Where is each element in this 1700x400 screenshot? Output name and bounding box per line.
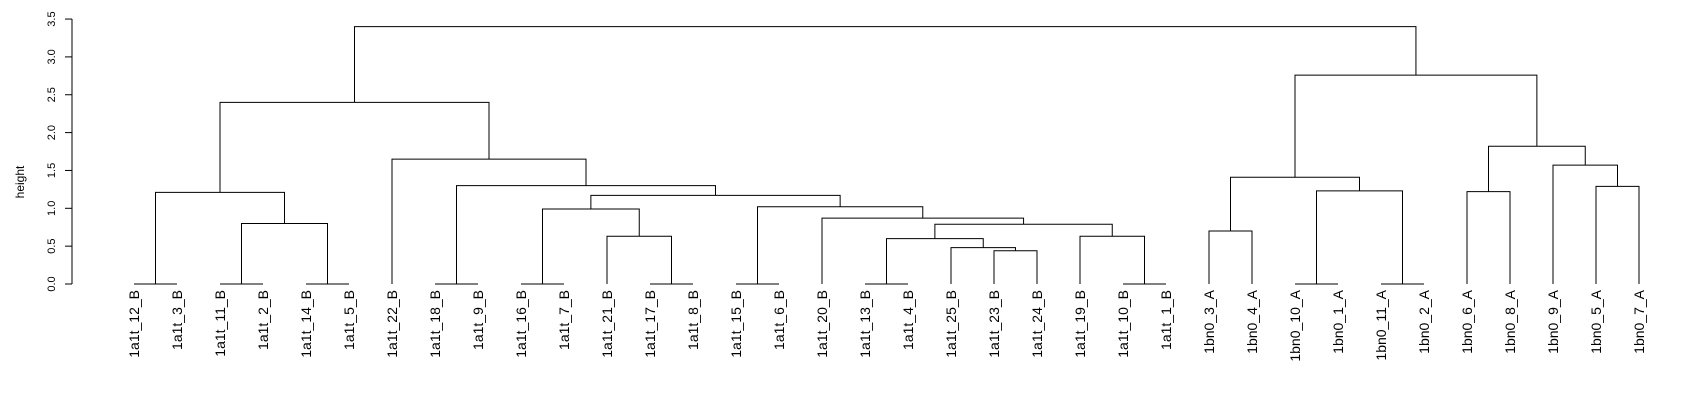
dendrogram-branch	[1595, 185, 1640, 284]
leaf-label: 1a1t_20_B	[814, 290, 830, 358]
dendrogram-branch	[1079, 235, 1145, 284]
leaf-label: 1a1t_1_B	[1158, 290, 1174, 350]
leaf-label: 1a1t_24_B	[1029, 290, 1045, 358]
leaf-label: 1a1t_18_B	[427, 290, 443, 358]
y-tick-label: 0.5	[46, 239, 58, 254]
leaf-label: 1a1t_7_B	[556, 290, 572, 350]
leaf-label: 1a1t_14_B	[298, 290, 314, 358]
dendrogram-branches	[134, 26, 1640, 285]
leaf-label: 1bn0_7_A	[1631, 289, 1647, 354]
y-tick-label: 3.5	[46, 11, 58, 26]
leaf-label: 1a1t_8_B	[685, 290, 701, 350]
y-tick-label: 1.0	[46, 201, 58, 216]
leaf-label: 1a1t_4_B	[900, 290, 916, 350]
y-tick-label: 2.5	[46, 87, 58, 102]
dendrogram-branch	[886, 238, 984, 284]
leaf-label: 1a1t_5_B	[341, 290, 357, 350]
leaf-label: 1bn0_5_A	[1588, 289, 1604, 354]
y-axis-label: height	[13, 165, 27, 198]
leaf-label: 1a1t_13_B	[857, 290, 873, 358]
leaf-label: 1bn0_11_A	[1373, 289, 1389, 360]
dendrogram-branch	[1552, 164, 1618, 284]
dendrogram-branch	[456, 185, 717, 284]
dendrogram-branch	[241, 222, 328, 284]
leaf-label: 1bn0_4_A	[1244, 289, 1260, 354]
dendrogram-branch	[1230, 176, 1360, 232]
y-tick-label: 2.0	[46, 125, 58, 140]
leaf-label: 1a1t_10_B	[1115, 290, 1131, 358]
y-tick-label: 3.0	[46, 49, 58, 64]
dendrogram-branch	[1294, 74, 1538, 178]
y-tick-label: 0.0	[46, 276, 58, 291]
dendrogram-branch	[354, 26, 1417, 103]
leaf-labels: 1a1t_12_B 1a1t_3_B 1a1t_11_B 1a1t_2_B 1a1t_1…	[126, 289, 1647, 361]
leaf-label: 1a1t_22_B	[384, 290, 400, 358]
y-axis: 0.0 0.5 1.0 1.5 2.0 2.5 3.0 3.5	[46, 11, 73, 292]
leaf-label: 1a1t_23_B	[986, 290, 1002, 358]
leaf-label: 1a1t_12_B	[126, 290, 142, 358]
dendrogram-branch	[993, 250, 1038, 284]
leaf-label: 1a1t_16_B	[513, 290, 529, 358]
leaf-label: 1bn0_9_A	[1545, 289, 1561, 354]
dendrogram-branch	[1208, 230, 1253, 284]
leaf-label: 1bn0_3_A	[1201, 289, 1217, 354]
leaf-label: 1a1t_6_B	[771, 290, 787, 350]
leaf-label: 1a1t_17_B	[642, 290, 658, 358]
leaf-label: 1a1t_11_B	[212, 290, 228, 357]
leaf-label: 1a1t_15_B	[728, 290, 744, 358]
dendrogram-branch	[155, 191, 285, 284]
dendrogram-branch	[1488, 145, 1586, 192]
dendrogram-branch	[391, 158, 587, 284]
leaf-label: 1bn0_2_A	[1416, 289, 1432, 354]
leaf-label: 1a1t_25_B	[943, 290, 959, 358]
leaf-label: 1bn0_10_A	[1287, 289, 1303, 361]
leaf-label: 1a1t_9_B	[470, 290, 486, 350]
y-tick-label: 1.5	[46, 163, 58, 178]
leaf-label: 1bn0_1_A	[1330, 289, 1346, 354]
dendrogram-branch	[219, 101, 490, 193]
dendrogram-branch	[542, 208, 640, 284]
leaf-label: 1bn0_6_A	[1459, 289, 1475, 354]
dendrogram-branch	[1316, 190, 1403, 284]
leaf-label: 1a1t_2_B	[255, 290, 271, 350]
dendrogram-branch	[821, 217, 1025, 284]
dendrogram-branch	[1466, 191, 1511, 284]
dendrogram-branch	[950, 247, 1016, 284]
leaf-label: 1bn0_8_A	[1502, 289, 1518, 354]
leaf-label: 1a1t_3_B	[169, 290, 185, 350]
leaf-label: 1a1t_21_B	[599, 290, 615, 358]
dendrogram-branch	[606, 235, 672, 284]
leaf-label: 1a1t_19_B	[1072, 290, 1088, 358]
